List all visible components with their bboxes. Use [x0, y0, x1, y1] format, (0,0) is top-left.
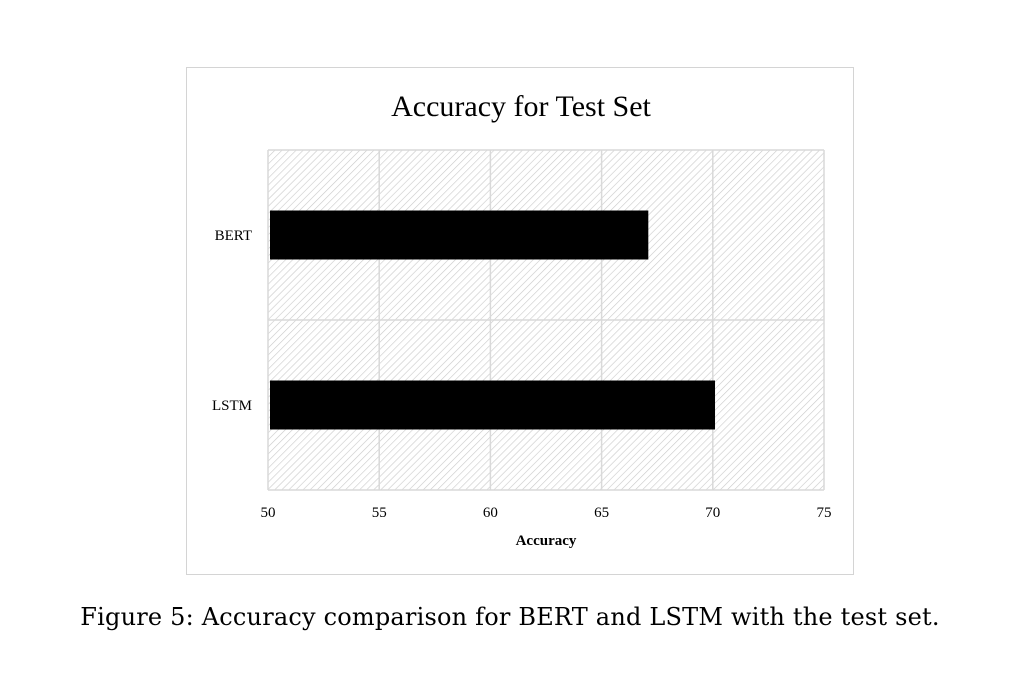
chart-frame: Accuracy for Test Set BERT LSTM 50 55 60 65 7… [186, 67, 854, 575]
figure-caption: Figure 5: Accuracy comparison for BERT a… [80, 603, 940, 631]
bars [270, 210, 716, 430]
category-label-bert: BERT [215, 228, 252, 244]
x-tick-labels: 50 55 60 65 70 75 [261, 505, 832, 521]
x-tick-label-60: 60 [483, 505, 498, 521]
x-tick-label-55: 55 [372, 505, 387, 521]
x-axis-title: Accuracy [516, 533, 577, 549]
x-tick-label-50: 50 [261, 505, 276, 521]
x-tick-label-65: 65 [594, 505, 609, 521]
bar-lstm [270, 380, 716, 430]
x-tick-label-70: 70 [705, 505, 720, 521]
category-labels: BERT LSTM [212, 228, 252, 414]
chart-title: Accuracy for Test Set [391, 90, 651, 123]
gridlines [267, 149, 825, 491]
bar-bert [270, 210, 649, 260]
x-tick-label-75: 75 [817, 505, 832, 521]
category-label-lstm: LSTM [212, 398, 252, 414]
bar-chart: Accuracy for Test Set BERT LSTM 50 55 60 65 7… [212, 90, 832, 549]
